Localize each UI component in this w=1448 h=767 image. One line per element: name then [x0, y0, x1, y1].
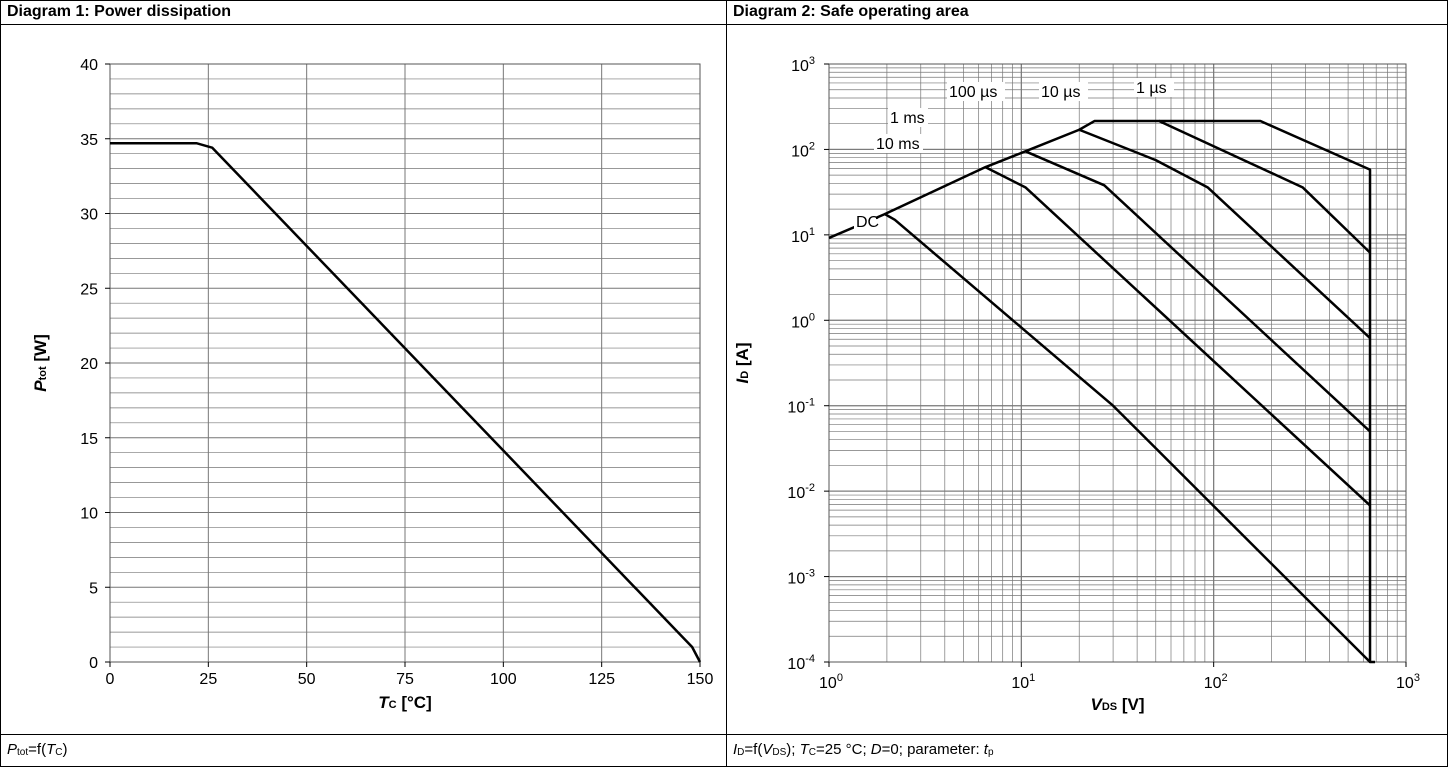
- chart2-series-line: [984, 150, 1371, 433]
- chart2-series-line: [828, 212, 1371, 663]
- chart2-annotation-bg: [888, 108, 928, 127]
- chart2-annotation-bg: [874, 134, 923, 153]
- chart2-x-tick-label: 100: [819, 672, 843, 692]
- chart2-annotation-label: DC: [856, 214, 879, 231]
- diagram1-caption: Ptot=f(TC): [7, 741, 68, 758]
- diagram1-caption-cell: [0, 734, 727, 767]
- chart2-series-line: [1024, 128, 1371, 339]
- chart1-x-tick-label: 100: [490, 671, 517, 688]
- chart2-y-tick-label: 10-4: [787, 653, 815, 673]
- chart2-y-tick-label: 100: [791, 311, 815, 331]
- diagram1-header: Diagram 1: Power dissipation: [7, 3, 232, 20]
- chart2-annotation-label: 10 µs: [1041, 84, 1080, 101]
- chart2-x-axis-label: VDS [V]: [1090, 695, 1144, 714]
- chart2-annotation-label: 10 ms: [876, 136, 920, 153]
- chart1-x-tick-label: 50: [298, 671, 316, 688]
- chart1-y-tick-label: 25: [80, 281, 98, 298]
- chart1-x-tick-label: 75: [396, 671, 414, 688]
- chart1-y-tick-label: 10: [80, 506, 98, 523]
- chart2-y-tick-label: 103: [791, 55, 815, 75]
- safe-operating-area-chart: 100 101 102 103 10-4 10-3 10-2 10-1 100 101 102 103…: [733, 55, 1420, 714]
- chart2-grid: [828, 63, 1407, 663]
- chart1-y-tick-label: 5: [89, 580, 98, 597]
- chart1-y-tick-label: 0: [89, 655, 98, 672]
- diagram2-caption: ID=f(VDS); TC=25 °C; D=0; parameter: tp: [733, 741, 994, 758]
- chart1-x-tick-label: 125: [588, 671, 615, 688]
- chart1-x-axis-label: TC [°C]: [378, 693, 431, 712]
- chart2-y-tick-label: 102: [791, 140, 815, 160]
- chart1-y-tick-label: 20: [80, 356, 98, 373]
- power-dissipation-chart: 0 25 50 75 100 125 150 0 5 10 15 20 25 30 35 40 TC [°C] P…: [31, 57, 714, 712]
- chart2-y-axis-label: ID [A]: [733, 342, 752, 383]
- chart2-x-tick-label: 103: [1396, 672, 1420, 692]
- chart1-y-tick-label: 35: [80, 132, 98, 149]
- diagram2-header: Diagram 2: Safe operating area: [733, 3, 969, 20]
- chart1-grid: [109, 63, 701, 663]
- chart2-annotation-bg: [1039, 82, 1088, 101]
- chart2-x-tick-label: 101: [1011, 672, 1035, 692]
- chart2-series-line: [884, 165, 1371, 507]
- chart2-y-tick-label: 10-2: [787, 482, 815, 502]
- chart1-y-tick-label: 15: [80, 431, 98, 448]
- chart1-x-tick-label: 0: [106, 671, 115, 688]
- chart2-y-tick-label: 10-1: [787, 397, 815, 417]
- chart2-annotation-bg: [854, 212, 876, 231]
- chart2-y-tick-label: 101: [791, 226, 815, 246]
- chart1-y-axis-label: Ptot [W]: [31, 334, 50, 391]
- chart2-annotation-bg: [947, 82, 1005, 101]
- chart1-y-tick-label: 30: [80, 207, 98, 224]
- chart2-annotation-label: 1 ms: [890, 110, 925, 127]
- chart1-y-tick-label: 40: [80, 57, 98, 74]
- chart1-x-tick-label: 150: [687, 671, 714, 688]
- chart2-annotation-bg: [1134, 78, 1174, 97]
- chart2-series-line: [1078, 119, 1371, 254]
- chart1-series-line: [110, 141, 702, 663]
- chart2-plot-border: [828, 63, 1407, 663]
- chart2-y-tick-label: 10-3: [787, 568, 815, 588]
- chart2-series-line: [1159, 119, 1376, 664]
- chart2-x-tick-label: 102: [1204, 672, 1228, 692]
- chart2-annotation-label: 100 µs: [949, 84, 997, 101]
- chart1-x-tick-label: 25: [199, 671, 217, 688]
- chart2-annotation-label: 1 µs: [1136, 80, 1167, 97]
